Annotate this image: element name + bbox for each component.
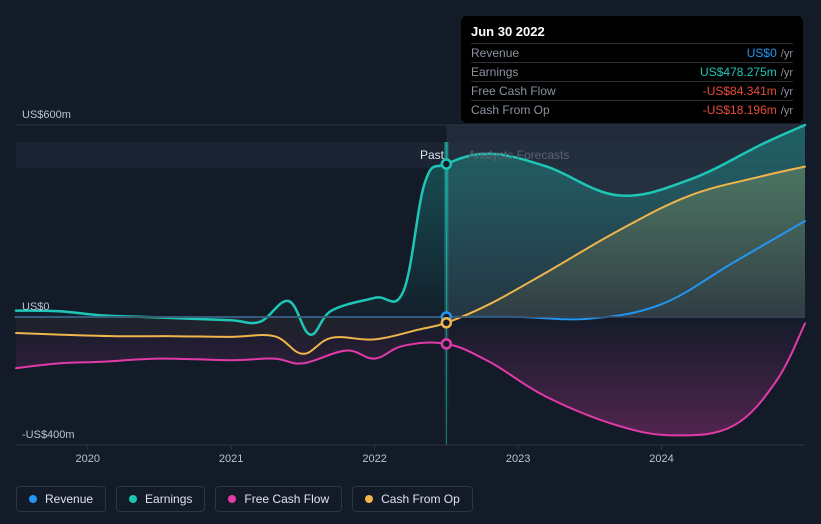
past-label: Past [420,148,452,162]
forecast-label: Analysts Forecasts [468,148,569,162]
legend-label: Cash From Op [381,492,460,506]
x-tick-label: 2023 [506,453,530,465]
tooltip-value: -US$84.341m [703,84,777,98]
tooltip-row-fcf: Free Cash Flow -US$84.341m /yr [471,81,793,100]
legend-label: Revenue [45,492,93,506]
legend-item-earnings[interactable]: Earnings [116,486,205,512]
legend-item-fcf[interactable]: Free Cash Flow [215,486,342,512]
legend-dot-icon [129,495,137,503]
chart-tooltip: Jun 30 2022 Revenue US$0 /yr Earnings US… [461,16,803,123]
legend-label: Free Cash Flow [244,492,329,506]
tooltip-label: Cash From Op [471,103,550,117]
y-tick-label: -US$400m [22,429,75,441]
tooltip-date: Jun 30 2022 [471,22,793,43]
x-tick-label: 2020 [75,453,99,465]
legend-item-cfo[interactable]: Cash From Op [352,486,473,512]
x-tick-label: 2022 [362,453,386,465]
tooltip-label: Revenue [471,46,519,60]
tooltip-unit: /yr [781,67,793,79]
legend-dot-icon [365,495,373,503]
tooltip-row-cfo: Cash From Op -US$18.196m /yr [471,100,793,119]
tooltip-row-earnings: Earnings US$478.275m /yr [471,62,793,81]
tooltip-value: -US$18.196m [703,103,777,117]
tooltip-value: US$478.275m [700,65,777,79]
legend-dot-icon [228,495,236,503]
y-tick-label: US$0 [22,301,50,313]
tooltip-unit: /yr [781,86,793,98]
tooltip-unit: /yr [781,105,793,117]
legend-item-revenue[interactable]: Revenue [16,486,106,512]
y-tick-label: US$600m [22,109,71,121]
tooltip-label: Free Cash Flow [471,84,556,98]
tooltip-unit: /yr [781,48,793,60]
x-tick-label: 2021 [219,453,243,465]
tooltip-value: US$0 [747,46,777,60]
tooltip-label: Earnings [471,65,518,79]
tooltip-row-revenue: Revenue US$0 /yr [471,43,793,62]
chart-legend: Revenue Earnings Free Cash Flow Cash Fro… [16,486,473,512]
x-tick-label: 2024 [649,453,673,465]
legend-dot-icon [29,495,37,503]
legend-label: Earnings [145,492,192,506]
